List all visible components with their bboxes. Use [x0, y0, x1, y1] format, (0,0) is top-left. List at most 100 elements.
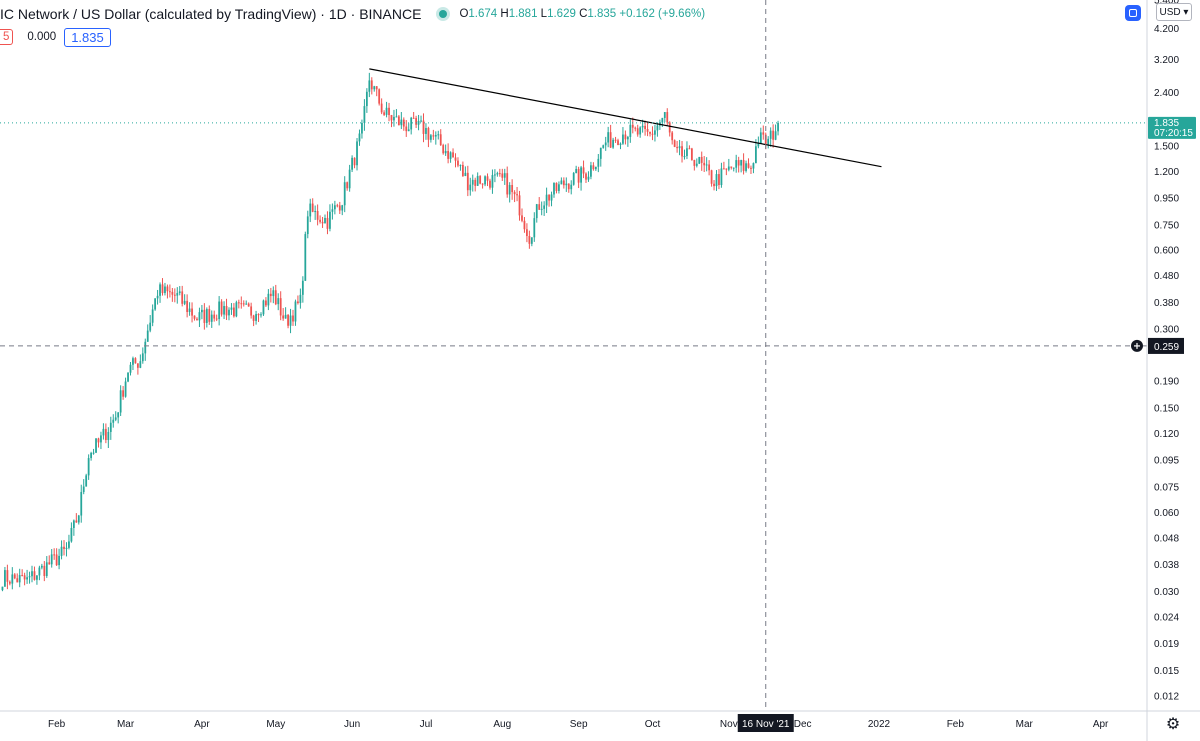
candle-body [656, 125, 659, 131]
price-axis[interactable]: 5.4004.2003.2002.4001.5001.2000.9500.750… [1154, 0, 1179, 702]
price-tick-label: 0.095 [1154, 456, 1179, 467]
trendline[interactable] [369, 68, 882, 168]
candle [498, 168, 501, 177]
candle [528, 230, 531, 249]
candle [188, 302, 191, 316]
candle-body [442, 145, 445, 154]
candle-body [481, 183, 484, 185]
time-tick-label: Jul [420, 719, 433, 730]
candle [405, 120, 408, 137]
candle [656, 122, 659, 137]
candle [663, 112, 666, 123]
candle-body [117, 412, 120, 418]
candle [351, 155, 353, 173]
candle-body [397, 116, 400, 126]
candle [580, 165, 582, 191]
candle-body [410, 117, 413, 130]
candle-body [666, 112, 669, 123]
candle [23, 572, 26, 586]
candle [471, 174, 474, 192]
candle [68, 534, 70, 550]
candle-body [383, 112, 386, 115]
candle-body [77, 515, 80, 523]
candle-body [388, 107, 390, 116]
candle-body [526, 229, 528, 237]
settings-gear-icon[interactable]: ⚙ [1165, 716, 1181, 733]
candle [136, 363, 139, 375]
candle-body [754, 146, 757, 164]
candle [666, 108, 669, 126]
candle-body [242, 303, 245, 305]
indicator-badge-left[interactable]: 5 [0, 29, 14, 45]
compare-icon[interactable] [1125, 5, 1141, 21]
candle-body [28, 576, 31, 578]
candle-body [422, 120, 425, 134]
candle [117, 411, 120, 424]
last-price-box [1148, 116, 1196, 139]
price-tick-label: 0.048 [1154, 533, 1179, 544]
candle-body [102, 428, 105, 436]
candle [82, 479, 85, 495]
candle-body [617, 140, 619, 145]
candle-body [166, 286, 169, 292]
price-tick-label: 0.075 [1154, 483, 1179, 494]
time-axis[interactable]: Feb Mar Apr May Jun Jul Aug Sep Oct Nov Dec 2022 Feb… [48, 719, 1109, 730]
candle-body [230, 307, 233, 310]
candle [690, 147, 693, 161]
low-value: 1.629 [547, 8, 576, 20]
candle [718, 169, 720, 190]
candle [132, 356, 134, 371]
candle [474, 177, 477, 192]
candle-body [181, 291, 184, 304]
candle-body [100, 435, 102, 443]
candle-body [530, 237, 533, 244]
candle [390, 114, 393, 128]
candle-body [572, 173, 575, 185]
candle-body [338, 205, 341, 211]
candle-body [612, 139, 614, 148]
candle [166, 284, 169, 299]
candle-body [629, 124, 632, 137]
candle [171, 288, 174, 302]
candle-body [31, 571, 33, 577]
candle-body [673, 140, 676, 147]
candle [415, 115, 418, 129]
candle-body [191, 308, 193, 316]
price-tick-label: 0.019 [1154, 639, 1179, 650]
indicator-value-badge[interactable]: 1.835 [64, 27, 111, 47]
candle [38, 565, 41, 581]
candle-body [114, 417, 117, 420]
candle-body [4, 570, 6, 587]
candle [55, 548, 58, 566]
crosshair-add-icon[interactable] [1131, 339, 1143, 352]
candle-body [90, 452, 93, 459]
candle-body [718, 174, 720, 186]
candle-body [277, 298, 280, 305]
candle [641, 119, 644, 133]
candle-body [378, 89, 381, 104]
symbol-title[interactable]: IC Network / US Dollar (calculated by Tr… [0, 6, 422, 22]
candle-body [36, 575, 38, 580]
candle [651, 126, 654, 141]
candle [237, 299, 240, 309]
candle [240, 296, 243, 309]
candle [407, 123, 410, 132]
candle [176, 287, 179, 304]
currency-button[interactable]: USD ▾ [1156, 3, 1192, 21]
price-tick-label: 0.750 [1154, 220, 1179, 231]
candle [109, 416, 112, 440]
candle-body [380, 103, 383, 113]
candle-body [668, 122, 671, 133]
candle-body [319, 219, 321, 222]
price-tick-label: 0.038 [1154, 560, 1179, 571]
candle [314, 205, 317, 220]
candle [676, 140, 679, 153]
candle [636, 124, 639, 137]
candle [762, 125, 765, 140]
candle-body [196, 318, 198, 321]
candle [279, 291, 282, 321]
candle [555, 182, 558, 194]
candle-body [215, 318, 218, 320]
candle [489, 178, 491, 190]
